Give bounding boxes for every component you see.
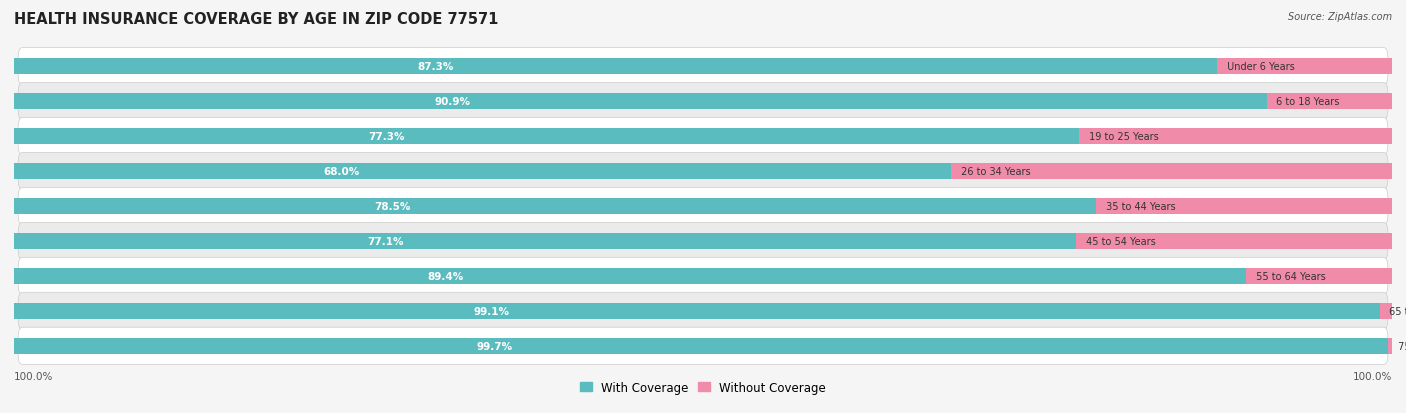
Text: 65 to 74 Years: 65 to 74 Years <box>1386 306 1406 316</box>
Bar <box>14 303 1379 319</box>
FancyBboxPatch shape <box>18 328 1388 365</box>
Text: HEALTH INSURANCE COVERAGE BY AGE IN ZIP CODE 77571: HEALTH INSURANCE COVERAGE BY AGE IN ZIP … <box>14 12 499 27</box>
Bar <box>14 338 1388 354</box>
Text: 68.0%: 68.0% <box>323 166 360 177</box>
Text: 19 to 25 Years: 19 to 25 Years <box>1085 132 1161 142</box>
Bar <box>1080 128 1392 145</box>
FancyBboxPatch shape <box>18 292 1388 330</box>
Text: 99.7%: 99.7% <box>477 341 513 351</box>
Text: Under 6 Years: Under 6 Years <box>1223 62 1298 72</box>
FancyBboxPatch shape <box>18 188 1388 225</box>
Bar <box>1388 338 1392 354</box>
Bar <box>14 128 1080 145</box>
Bar <box>14 268 1246 285</box>
Text: 78.5%: 78.5% <box>374 202 411 211</box>
Text: 55 to 64 Years: 55 to 64 Years <box>1253 271 1329 281</box>
Bar <box>1267 94 1392 110</box>
Bar <box>14 164 950 180</box>
Bar <box>1095 198 1392 215</box>
Text: 99.1%: 99.1% <box>474 306 510 316</box>
FancyBboxPatch shape <box>18 48 1388 85</box>
Bar <box>1379 303 1392 319</box>
Bar <box>14 59 1218 75</box>
Legend: With Coverage, Without Coverage: With Coverage, Without Coverage <box>575 376 831 399</box>
Bar <box>14 94 1267 110</box>
Text: 75 Years and older: 75 Years and older <box>1395 341 1406 351</box>
Text: 6 to 18 Years: 6 to 18 Years <box>1274 97 1343 107</box>
FancyBboxPatch shape <box>18 83 1388 121</box>
Bar <box>1218 59 1392 75</box>
Text: 77.3%: 77.3% <box>368 132 405 142</box>
Bar <box>950 164 1392 180</box>
FancyBboxPatch shape <box>18 258 1388 295</box>
Text: 26 to 34 Years: 26 to 34 Years <box>957 166 1033 177</box>
Text: 45 to 54 Years: 45 to 54 Years <box>1083 236 1159 247</box>
FancyBboxPatch shape <box>18 153 1388 190</box>
Bar <box>1246 268 1392 285</box>
Text: 100.0%: 100.0% <box>1353 371 1392 381</box>
Text: 77.1%: 77.1% <box>367 236 404 247</box>
Text: 89.4%: 89.4% <box>427 271 464 281</box>
Bar <box>14 198 1095 215</box>
Text: 90.9%: 90.9% <box>434 97 471 107</box>
Bar <box>1077 233 1392 249</box>
Text: 100.0%: 100.0% <box>14 371 53 381</box>
Text: 35 to 44 Years: 35 to 44 Years <box>1102 202 1178 211</box>
FancyBboxPatch shape <box>18 118 1388 155</box>
FancyBboxPatch shape <box>18 223 1388 260</box>
Bar <box>14 233 1077 249</box>
Text: 87.3%: 87.3% <box>418 62 453 72</box>
Text: Source: ZipAtlas.com: Source: ZipAtlas.com <box>1288 12 1392 22</box>
